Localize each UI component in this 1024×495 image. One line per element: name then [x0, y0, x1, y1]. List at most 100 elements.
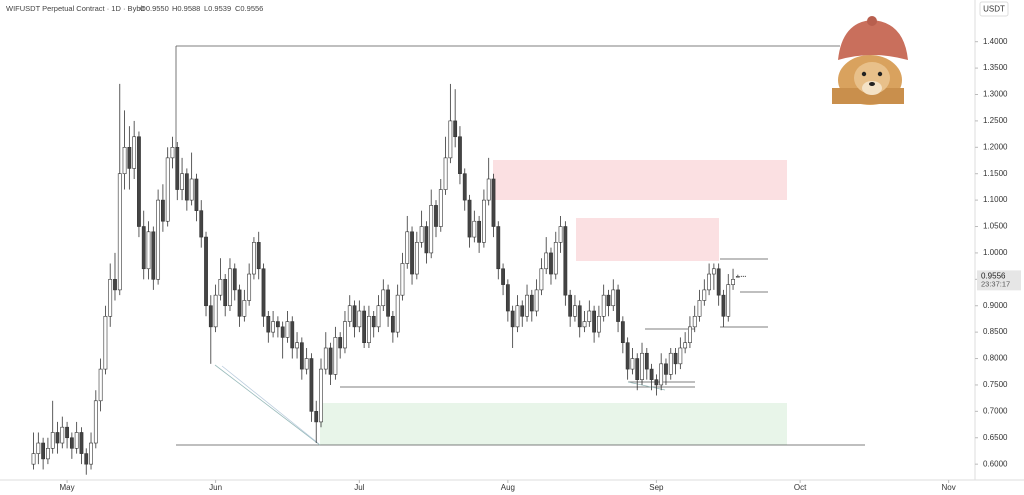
candle-body: [328, 347, 333, 375]
trend-line: [214, 364, 321, 446]
y-tick-label: 1.2500: [983, 116, 1008, 125]
candle-body: [194, 178, 199, 211]
candle-body: [688, 326, 692, 343]
candle-body: [165, 157, 170, 222]
candle-body: [395, 294, 400, 333]
candle-body: [400, 263, 405, 296]
candle-body: [419, 226, 424, 243]
candle-body: [515, 305, 520, 328]
candle-body: [505, 284, 510, 312]
candle-body: [79, 432, 84, 454]
x-tick-label: May: [60, 483, 75, 492]
candle-body: [577, 305, 582, 328]
candle-body: [228, 268, 232, 307]
candle-body: [103, 315, 108, 370]
candle-body: [491, 178, 496, 227]
candle-body: [644, 352, 649, 370]
candle-body: [247, 273, 252, 301]
candle-body: [218, 279, 223, 296]
candle-body: [510, 310, 515, 328]
candle-body: [424, 226, 429, 254]
candle-body: [568, 294, 573, 317]
candle-body: [735, 276, 740, 278]
candle-body: [702, 289, 707, 301]
candle-body: [429, 205, 434, 254]
currency-box[interactable]: [979, 1, 1009, 17]
symbol-title: WIFUSDT Perpetual Contract · 1D · Bybit: [6, 4, 145, 13]
x-tick-label: Jul: [354, 483, 364, 492]
candle-body: [189, 178, 194, 201]
candle-body: [726, 284, 731, 317]
candle-body: [170, 147, 175, 159]
candle-body: [716, 268, 721, 296]
candle-body: [141, 226, 146, 270]
candle-body: [223, 279, 228, 307]
candle-body: [544, 252, 549, 270]
y-tick-label: 0.7500: [983, 380, 1008, 389]
candle-body: [252, 242, 256, 275]
y-tick-label: 0.7000: [983, 406, 1008, 415]
candle-body: [553, 242, 558, 275]
candle-body: [477, 220, 482, 243]
candle-body: [367, 315, 371, 343]
candle-body: [122, 147, 127, 175]
candle-body: [711, 268, 716, 275]
candle-body: [472, 220, 477, 238]
candle-body: [180, 173, 184, 190]
candle-body: [156, 199, 161, 280]
candle-body: [539, 268, 544, 291]
candle-body: [275, 321, 280, 328]
candle-body: [458, 136, 462, 175]
candle-body: [525, 294, 529, 317]
x-tick-label: Oct: [794, 483, 807, 492]
candle-body: [84, 453, 89, 465]
candle-body: [668, 352, 673, 375]
candle-body: [558, 226, 563, 243]
candle-body: [55, 432, 60, 444]
candle-body: [338, 337, 343, 349]
y-tick-label: 0.8000: [983, 354, 1008, 363]
candle-body: [89, 442, 93, 465]
x-tick-label: Nov: [942, 483, 956, 492]
candle-body: [60, 426, 65, 444]
candle-body: [582, 321, 587, 328]
candle-body: [74, 432, 79, 449]
candle-body: [438, 189, 443, 227]
y-tick-label: 1.1500: [983, 169, 1008, 178]
y-tick-label: 0.6500: [983, 433, 1008, 442]
candle-body: [146, 231, 151, 270]
candle-body: [271, 321, 275, 333]
candle-body: [127, 147, 132, 169]
avatar: [832, 16, 908, 105]
candle-body: [204, 236, 208, 307]
candle-body: [596, 315, 601, 333]
candle-body: [184, 173, 189, 201]
candle-body: [592, 310, 597, 333]
candle-body: [635, 358, 640, 380]
candle-body: [36, 442, 41, 454]
candle-body: [453, 120, 458, 138]
y-tick-label: 1.4000: [983, 37, 1008, 46]
candle-body: [371, 315, 376, 328]
candle-body: [692, 315, 697, 328]
ohlc-close: C0.9556: [235, 4, 263, 13]
y-tick-label: 1.3000: [983, 90, 1008, 99]
candle-body: [304, 358, 309, 370]
candle-body: [290, 321, 295, 349]
candle-body: [261, 268, 266, 317]
candle-body: [405, 231, 410, 264]
candle-body: [347, 305, 352, 322]
trend-line: [221, 365, 319, 444]
candle-body: [625, 342, 630, 370]
candle-body: [534, 289, 539, 312]
candle-body: [362, 310, 367, 343]
support-zone: [320, 403, 787, 445]
currency-label[interactable]: USDT: [983, 5, 1005, 14]
resistance-zone: [493, 160, 787, 200]
candle-body: [357, 310, 362, 328]
candle-body: [232, 268, 237, 291]
candle-body: [343, 321, 347, 349]
y-tick-label: 1.3500: [983, 63, 1008, 72]
candle-body: [549, 252, 553, 275]
